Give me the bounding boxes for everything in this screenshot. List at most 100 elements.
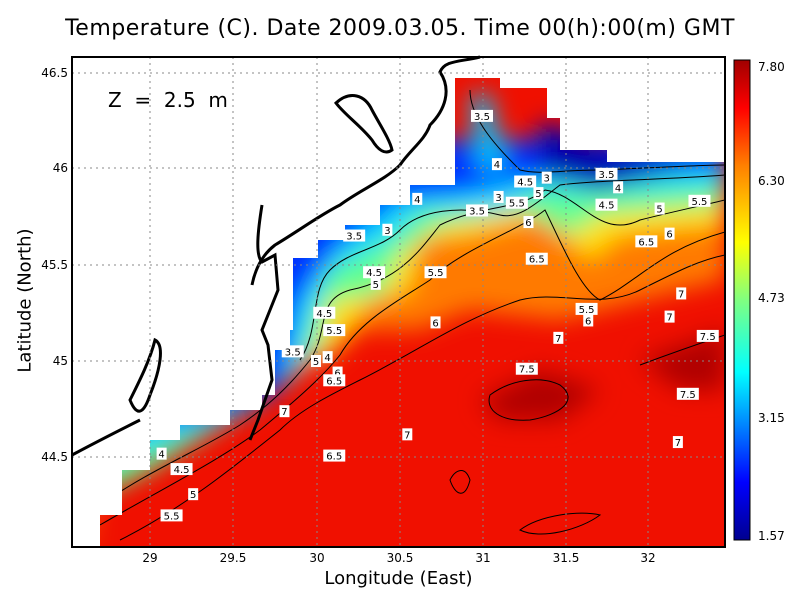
- colorbar-label: 7.80: [758, 60, 785, 74]
- svg-text:5: 5: [373, 280, 379, 291]
- colorbar: [733, 59, 751, 541]
- svg-text:6: 6: [432, 318, 438, 329]
- contour-label: 6: [523, 216, 534, 229]
- chart-title: Temperature (C). Date 2009.03.05. Time 0…: [65, 16, 735, 41]
- svg-text:6.5: 6.5: [326, 376, 342, 387]
- contour-label: 7: [676, 287, 687, 300]
- contour-label: 3: [382, 223, 393, 237]
- contour-label: 4.5: [514, 175, 537, 189]
- svg-text:5.5: 5.5: [509, 199, 525, 210]
- svg-text:5.5: 5.5: [428, 268, 444, 279]
- contour-label: 3.5: [466, 204, 489, 217]
- contour-label: 6: [583, 314, 594, 327]
- contour-labels: 3.5434.5535.53.5433.564.555.56.56.5655.5…: [156, 109, 719, 522]
- svg-text:4.5: 4.5: [599, 201, 615, 212]
- y-tick-label: 45: [53, 354, 68, 368]
- contour-label: 4.5: [363, 266, 386, 279]
- contour-label: 3: [493, 190, 504, 204]
- x-tick-label: 29.5: [220, 551, 247, 565]
- x-tick-label: 31: [475, 551, 490, 565]
- svg-text:3.5: 3.5: [346, 232, 362, 243]
- svg-text:4: 4: [158, 450, 164, 461]
- contour-label: 4: [322, 351, 333, 364]
- svg-text:3.5: 3.5: [599, 170, 615, 181]
- svg-text:5.5: 5.5: [164, 511, 180, 522]
- svg-text:4.5: 4.5: [517, 178, 533, 189]
- x-tick-label: 30.5: [387, 551, 414, 565]
- svg-text:5.5: 5.5: [579, 305, 595, 316]
- svg-text:3.5: 3.5: [469, 206, 485, 217]
- depth-label: Z = 2.5 m: [108, 88, 228, 112]
- contour-label: 4: [412, 192, 423, 206]
- contour-label: 4: [156, 447, 167, 461]
- x-tick-label: 31.5: [553, 551, 580, 565]
- svg-text:5.5: 5.5: [692, 197, 708, 208]
- x-tick-labels: 29 29.5 30 30.5 31 31.5 32: [142, 551, 655, 565]
- contour-label: 6.5: [323, 374, 346, 387]
- svg-text:6: 6: [666, 230, 672, 241]
- colorbar-labels: 7.80 6.30 4.73 3.15 1.57: [758, 60, 785, 543]
- svg-text:6.5: 6.5: [638, 237, 654, 248]
- y-tick-labels: 44.5 45 45.5 46 46.5: [41, 66, 68, 464]
- plot-frame: [71, 56, 726, 548]
- y-tick-label: 46.5: [41, 66, 68, 80]
- contour-label: 3.5: [281, 345, 304, 358]
- svg-text:6: 6: [525, 218, 531, 229]
- svg-text:4: 4: [324, 353, 330, 364]
- contour-label: 4.5: [170, 463, 193, 476]
- colorbar-label: 6.30: [758, 174, 785, 188]
- contour-label: 6.5: [525, 252, 548, 266]
- contour-label: 7.5: [676, 387, 699, 401]
- contour-label: 6: [332, 366, 343, 380]
- contour-label: 5: [370, 277, 381, 291]
- svg-text:3.5: 3.5: [474, 112, 490, 123]
- y-tick-label: 45.5: [41, 258, 68, 272]
- contour-label: 7: [279, 405, 290, 418]
- contour-label: 3.5: [343, 229, 366, 243]
- svg-text:6.5: 6.5: [529, 255, 545, 266]
- contour-label: 4: [613, 181, 624, 194]
- svg-text:3: 3: [495, 193, 501, 204]
- contour-label: 3: [541, 171, 552, 185]
- svg-text:4.5: 4.5: [366, 268, 382, 279]
- contour-label: 6.5: [323, 449, 346, 463]
- contour-label: 7.5: [515, 362, 538, 376]
- svg-text:6: 6: [334, 369, 340, 380]
- svg-text:4: 4: [615, 183, 621, 194]
- svg-text:7.5: 7.5: [700, 332, 716, 343]
- svg-text:3.5: 3.5: [285, 347, 301, 358]
- svg-text:3: 3: [544, 174, 550, 185]
- contour-label: 5.5: [323, 324, 346, 337]
- contour-label: 5.5: [424, 266, 447, 279]
- svg-text:5: 5: [190, 490, 196, 501]
- svg-text:7: 7: [281, 407, 287, 418]
- contour-label: 5.5: [160, 509, 183, 522]
- x-axis-label: Longitude (East): [324, 568, 473, 589]
- x-tick-label: 30: [309, 551, 324, 565]
- contour-label: 3.5: [471, 109, 493, 123]
- contour-label: 4: [491, 158, 502, 171]
- contour-label: 7: [664, 310, 675, 324]
- svg-text:7: 7: [678, 289, 684, 300]
- contour-label: 5.5: [505, 196, 528, 210]
- y-tick-label: 44.5: [41, 450, 68, 464]
- contour-label: 4.5: [313, 306, 336, 320]
- svg-text:5: 5: [535, 189, 541, 200]
- contour-label: 7: [672, 436, 683, 449]
- svg-text:7.5: 7.5: [519, 365, 535, 376]
- svg-text:5: 5: [313, 357, 319, 368]
- svg-text:5: 5: [656, 205, 662, 216]
- svg-text:7: 7: [666, 313, 672, 324]
- contour-label: 5.5: [688, 194, 711, 208]
- svg-text:4: 4: [414, 195, 420, 206]
- contour-label: 5.5: [575, 302, 598, 316]
- x-tick-label: 29: [142, 551, 157, 565]
- colorbar-label: 3.15: [758, 411, 785, 425]
- contour-label: 6: [664, 227, 675, 241]
- contour-label: 3.5: [595, 167, 618, 181]
- svg-text:4: 4: [494, 160, 500, 171]
- contour-label: 4.5: [595, 198, 618, 212]
- contour-label: 5: [188, 488, 199, 501]
- contour-label: 5: [311, 355, 321, 368]
